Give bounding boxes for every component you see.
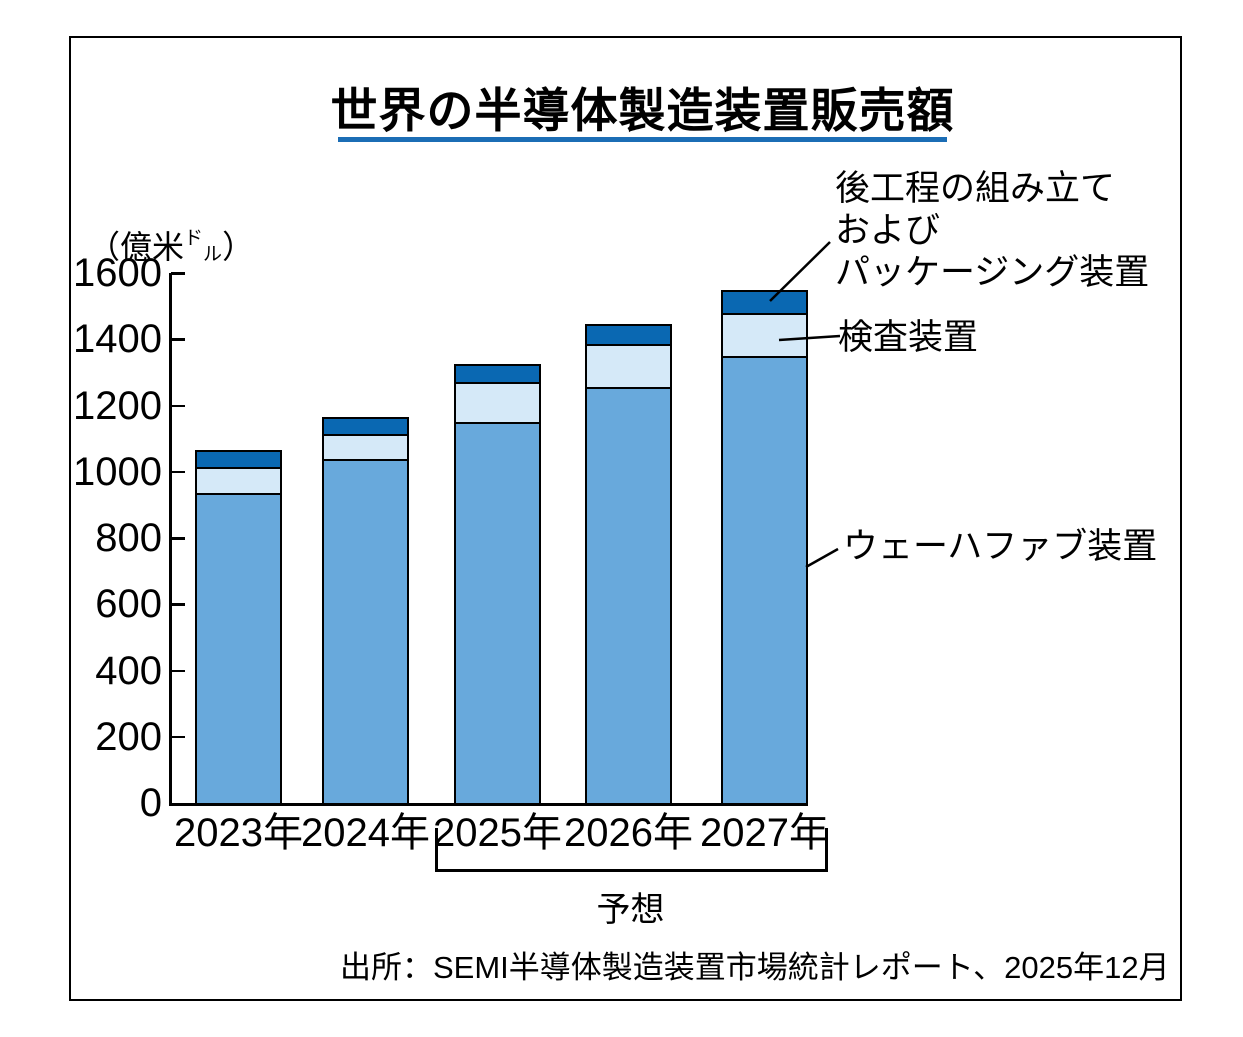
bar-2025年-segment-1 [454, 382, 541, 425]
y-tick-label-800: 800 [95, 516, 162, 560]
forecast-bracket-bottom [435, 869, 828, 872]
forecast-label: 予想 [596, 891, 665, 929]
bar-2027年-segment-1 [721, 312, 808, 358]
unit-small-ru: ル [203, 244, 223, 265]
y-axis-line [169, 273, 172, 805]
bar-2025年-segment-0 [454, 422, 541, 805]
y-tick-label-1000: 1000 [73, 449, 162, 494]
bar-2027年-segment-0 [721, 355, 808, 805]
legend-packaging-label: 後工程の組み立て および パッケージング装置 [835, 168, 1149, 294]
bar-2027年-segment-2 [721, 289, 808, 315]
y-tick-1200 [171, 404, 185, 407]
chart-title: 世界の半導体製造装置販売額 [330, 84, 955, 137]
y-tick-label-600: 600 [95, 582, 162, 627]
legend-inspection-label: 検査装置 [838, 318, 979, 357]
bar-2023年-segment-1 [195, 466, 282, 496]
y-tick-label-1200: 1200 [73, 383, 162, 428]
y-tick-800 [171, 537, 185, 540]
y-axis-unit-label: （億米ドル） [88, 222, 254, 268]
y-tick-label-1400: 1400 [73, 317, 162, 362]
y-tick-label-1600: 1600 [73, 251, 162, 295]
y-tick-label-200: 200 [95, 714, 162, 759]
bar-2026年-segment-1 [585, 344, 672, 390]
unit-main: 億米 [120, 229, 185, 265]
bar-2026年-segment-2 [585, 324, 672, 347]
x-label-2025年: 2025年 [433, 811, 562, 855]
unit-open: （ [88, 229, 121, 265]
y-tick-1600 [171, 272, 185, 275]
unit-close: ） [222, 229, 255, 265]
bar-2023年-segment-0 [195, 493, 282, 805]
y-tick-label-400: 400 [95, 648, 162, 693]
unit-small-do: ド [184, 228, 204, 249]
y-tick-label-0: 0 [139, 781, 162, 825]
x-label-2026年: 2026年 [564, 811, 693, 855]
legend-packaging-line3: パッケージング装置 [835, 253, 1150, 292]
legend-packaging-line1: 後工程の組み立て [835, 169, 1116, 208]
y-tick-400 [171, 669, 185, 672]
x-label-2023年: 2023年 [174, 811, 303, 855]
source-note: 出所：SEMI半導体製造装置市場統計レポート、2025年12月 [340, 950, 1170, 985]
y-tick-1400 [171, 338, 185, 341]
forecast-bracket-right [825, 828, 828, 871]
y-tick-1000 [171, 470, 185, 474]
x-label-2027年: 2027年 [700, 811, 829, 855]
bar-2026年-segment-0 [585, 387, 672, 805]
y-tick-200 [171, 735, 185, 739]
title-underline [338, 137, 947, 142]
forecast-bracket-left [435, 828, 438, 871]
legend-wafer-fab-label: ウェーハファブ装置 [843, 527, 1158, 566]
bar-2023年-segment-2 [195, 450, 282, 469]
bar-2024年-segment-2 [322, 417, 409, 436]
bar-2024年-segment-1 [322, 433, 409, 461]
y-tick-600 [171, 603, 185, 606]
legend-packaging-line2: および [835, 211, 941, 250]
x-label-2024年: 2024年 [301, 811, 430, 855]
bar-2024年-segment-0 [322, 458, 409, 805]
bar-2025年-segment-2 [454, 364, 541, 385]
